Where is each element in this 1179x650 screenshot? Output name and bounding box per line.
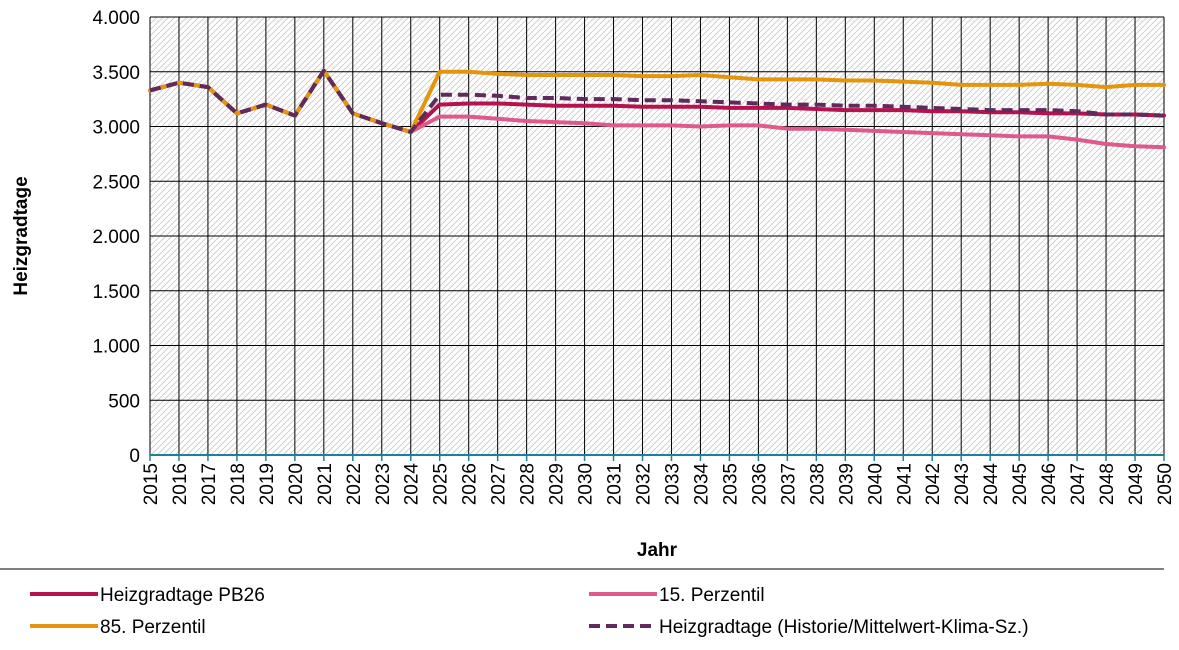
y-axis-title: Heizgradtage	[11, 176, 32, 295]
y-axis-ticks: 0 500 1.000 1.500 2.000 2.500 3.000 3.500 4.000	[92, 8, 140, 467]
y-tick-label: 4.000	[92, 8, 140, 29]
x-tick-label: 2029	[547, 463, 568, 505]
legend-label: 15. Perzentil	[659, 585, 765, 606]
x-axis	[149, 454, 1165, 461]
y-tick-label: 500	[108, 391, 140, 412]
x-tick-label: 2048	[1097, 463, 1118, 505]
x-tick-label: 2026	[460, 463, 481, 505]
x-tick-label: 2027	[489, 463, 510, 505]
x-tick-label: 2016	[170, 463, 191, 505]
legend-label: Heizgradtage PB26	[100, 585, 265, 606]
x-tick-label: 2024	[402, 463, 423, 506]
x-tick-label: 2018	[228, 463, 249, 505]
x-tick-label: 2015	[141, 463, 162, 505]
x-tick-label: 2041	[894, 463, 915, 505]
series-lines	[148, 68, 1166, 150]
x-tick-label: 2047	[1068, 463, 1089, 505]
x-tick-label: 2023	[373, 463, 394, 505]
x-tick-label: 2046	[1039, 463, 1060, 505]
gridlines	[149, 16, 1165, 456]
x-axis-title: Jahr	[637, 540, 678, 561]
y-tick-label: 1.500	[92, 282, 140, 303]
x-tick-label: 2044	[981, 463, 1002, 506]
x-tick-label: 2032	[634, 463, 655, 505]
x-tick-label: 2042	[923, 463, 944, 505]
legend-label: 85. Perzentil	[100, 617, 206, 638]
y-tick-label: 2.500	[92, 172, 140, 193]
y-tick-label: 1.000	[92, 337, 140, 358]
x-tick-label: 2031	[605, 463, 626, 505]
x-tick-label: 2049	[1126, 463, 1147, 505]
x-tick-label: 2025	[431, 463, 452, 505]
x-tick-label: 2038	[807, 463, 828, 505]
legend-label: Heizgradtage (Historie/Mittelwert-Klima-…	[659, 617, 1029, 638]
x-tick-label: 2040	[865, 463, 886, 505]
y-tick-label: 2.000	[92, 227, 140, 248]
series-line-4	[149, 68, 1165, 134]
y-tick-label: 3.500	[92, 63, 140, 84]
x-tick-label: 2017	[199, 463, 220, 505]
x-tick-label: 2021	[315, 463, 336, 505]
y-tick-label: 0	[129, 446, 140, 467]
x-tick-label: 2034	[691, 463, 712, 506]
x-tick-label: 2043	[952, 463, 973, 505]
y-tick-label: 3.000	[92, 118, 140, 139]
x-tick-label: 2050	[1155, 463, 1176, 505]
x-tick-label: 2036	[749, 463, 770, 505]
x-tick-label: 2045	[1010, 463, 1031, 505]
x-tick-label: 2019	[257, 463, 278, 505]
x-tick-label: 2039	[836, 463, 857, 505]
x-tick-label: 2020	[286, 463, 307, 505]
x-tick-label: 2022	[344, 463, 365, 505]
x-tick-label: 2037	[778, 463, 799, 505]
x-axis-ticks: 2015 2016 2017 2018 2019 2020 2021 2022 2023 2024…	[141, 463, 1176, 506]
x-tick-label: 2033	[662, 463, 683, 505]
x-tick-label: 2030	[576, 463, 597, 505]
legend: Heizgradtage PB26 85. Perzentil 15. Perzen…	[30, 585, 1029, 638]
x-tick-label: 2035	[720, 463, 741, 505]
x-tick-label: 2028	[518, 463, 539, 505]
